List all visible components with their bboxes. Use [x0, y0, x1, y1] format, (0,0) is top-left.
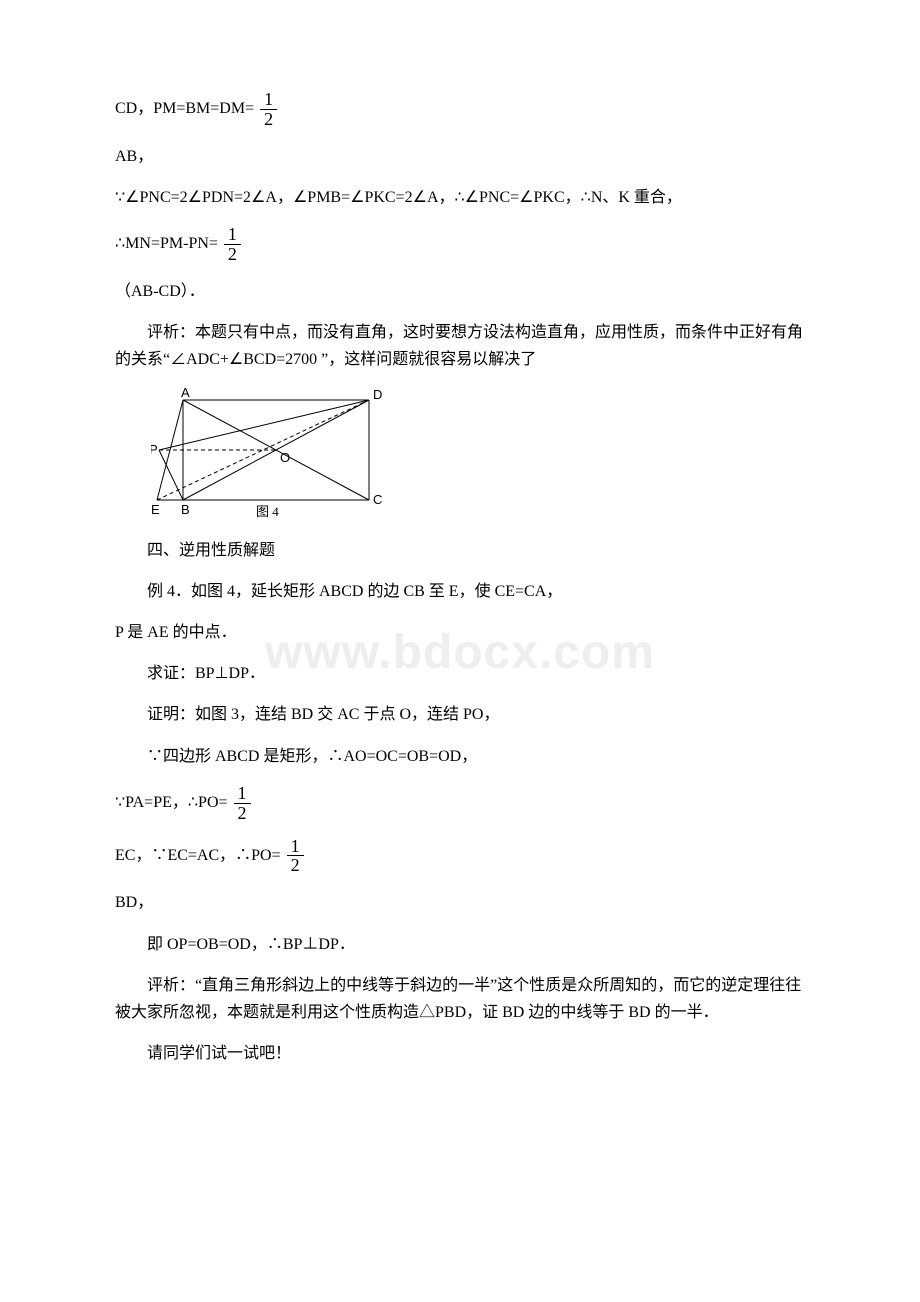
line-ab: AB，: [115, 143, 805, 170]
line-angles: ∵∠PNC=2∠PDN=2∠A，∠PMB=∠PKC=2∠A，∴∠PNC=∠PKC…: [115, 184, 805, 211]
example4-proof2: ∵四边形 ABCD 是矩形，∴AO=OC=OB=OD，: [115, 743, 805, 770]
fraction-half-4: 1 2: [287, 837, 304, 876]
frac-num: 1: [224, 225, 241, 244]
comment-1: 评析：本题只有中点，而没有直角，这时要想方设法构造直角，应用性质，而条件中正好有…: [115, 319, 805, 373]
comment-2: 评析：“直角三角形斜边上的中线等于斜边的一半”这个性质是众所周知的，而它的逆定理…: [115, 972, 805, 1026]
example4-goal: 求证：BP⊥DP．: [115, 660, 805, 687]
proof3-prefix: ∵PA=PE，∴PO=: [115, 794, 228, 811]
svg-text:图 4: 图 4: [256, 504, 279, 518]
closing-line: 请同学们试一试吧！: [115, 1040, 805, 1067]
line-abcd: （AB-CD）．: [115, 278, 805, 305]
example4-proof4: EC，∵EC=AC，∴PO= 1 2: [115, 837, 805, 876]
example4-proof3: ∵PA=PE，∴PO= 1 2: [115, 784, 805, 823]
figure-4-svg: A D C B E P O 图 4: [151, 388, 391, 518]
svg-text:B: B: [181, 502, 190, 517]
fraction-half-1: 1 2: [260, 90, 277, 129]
frac-num: 1: [260, 90, 277, 109]
example4-proof5: BD，: [115, 889, 805, 916]
frac-den: 2: [234, 803, 251, 823]
line-mn: ∴MN=PM-PN= 1 2: [115, 225, 805, 264]
frac-num: 1: [234, 784, 251, 803]
line1-prefix: CD，PM=BM=DM=: [115, 100, 254, 117]
example4-statement: 例 4．如图 4，延长矩形 ABCD 的边 CB 至 E，使 CE=CA，: [115, 578, 805, 605]
page-body: CD，PM=BM=DM= 1 2 AB， ∵∠PNC=2∠PDN=2∠A，∠PM…: [0, 0, 920, 1121]
svg-text:D: D: [373, 388, 382, 402]
example4-p: P 是 AE 的中点．: [115, 619, 805, 646]
svg-text:C: C: [373, 492, 382, 507]
proof4-prefix: EC，∵EC=AC，∴PO=: [115, 847, 281, 864]
section-title: 四、逆用性质解题: [115, 537, 805, 564]
figure-4: A D C B E P O 图 4: [151, 388, 805, 527]
frac-den: 2: [224, 244, 241, 264]
frac-num: 1: [287, 837, 304, 856]
fraction-half-2: 1 2: [224, 225, 241, 264]
example4-proof1: 证明：如图 3，连结 BD 交 AC 于点 O，连结 PO，: [115, 701, 805, 728]
svg-text:O: O: [280, 450, 290, 465]
frac-den: 2: [287, 855, 304, 875]
svg-text:E: E: [151, 502, 160, 517]
svg-text:P: P: [151, 442, 158, 457]
fraction-half-3: 1 2: [234, 784, 251, 823]
svg-text:A: A: [181, 388, 190, 400]
frac-den: 2: [260, 109, 277, 129]
line4-prefix: ∴MN=PM-PN=: [115, 235, 218, 252]
line-cd-pm: CD，PM=BM=DM= 1 2: [115, 90, 805, 129]
example4-proof6: 即 OP=OB=OD，∴BP⊥DP．: [115, 931, 805, 958]
